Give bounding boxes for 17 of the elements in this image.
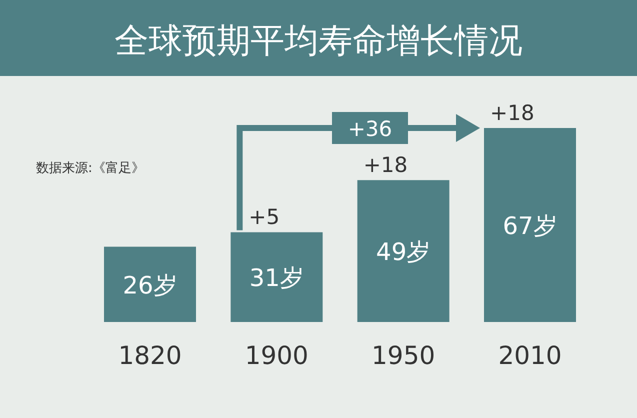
x-tick-label: 1900: [244, 341, 308, 370]
annotation: +36: [348, 117, 392, 141]
data-label: 26岁: [122, 271, 178, 300]
data-label: 31岁: [249, 264, 304, 292]
bar: [230, 232, 323, 322]
x-tick-label: 1820: [118, 341, 182, 370]
x-tick-label: 1950: [372, 341, 436, 370]
chart-title: 全球预期平均寿命增长情况: [114, 21, 522, 61]
bar: [104, 246, 196, 322]
x-tick-label: 2010: [498, 341, 562, 370]
annotation: +5: [248, 205, 280, 230]
data-label: 67岁: [502, 212, 558, 240]
annotation: +18: [363, 153, 408, 178]
annotation: 数据来源:《富足》: [36, 160, 144, 176]
annotation: +18: [490, 101, 534, 125]
data-label: 49岁: [376, 238, 431, 266]
bar: [484, 128, 576, 322]
